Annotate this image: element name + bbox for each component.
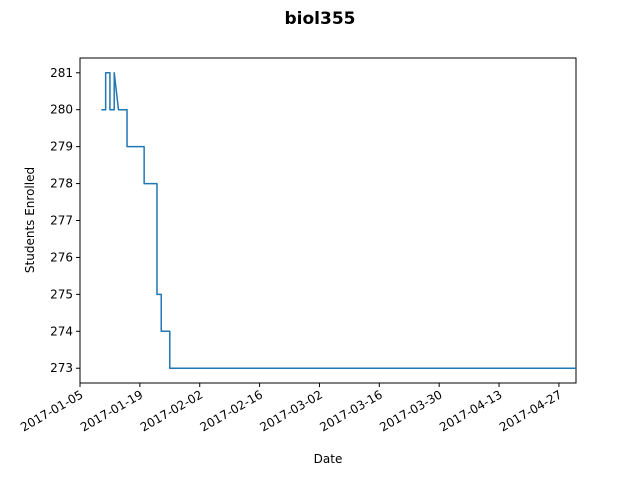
x-tick-label: 2017-02-02 — [138, 387, 205, 434]
y-axis-label: Students Enrolled — [23, 167, 37, 273]
y-tick-label: 276 — [50, 250, 73, 264]
x-tick-label: 2017-03-30 — [377, 387, 444, 434]
x-tick-label: 2017-01-19 — [78, 387, 145, 434]
x-tick-label: 2017-01-05 — [18, 387, 85, 434]
x-tick-label: 2017-04-27 — [497, 387, 564, 434]
y-tick-label: 273 — [50, 361, 73, 375]
x-tick-label: 2017-02-16 — [198, 387, 265, 434]
x-tick-label: 2017-03-02 — [258, 387, 325, 434]
x-axis-ticks: 2017-01-052017-01-192017-02-022017-02-16… — [18, 383, 564, 434]
y-axis-ticks: 273 274 275 276 277 278 279 280 281 — [50, 66, 80, 375]
chart-title: biol355 — [285, 9, 356, 29]
x-tick-label: 2017-03-16 — [317, 387, 384, 434]
y-tick-label: 275 — [50, 287, 73, 301]
y-tick-label: 277 — [50, 214, 73, 228]
y-tick-label: 280 — [50, 103, 73, 117]
y-tick-label: 278 — [50, 177, 73, 191]
x-axis-label: Date — [314, 452, 343, 466]
y-tick-label: 279 — [50, 140, 73, 154]
y-tick-label: 281 — [50, 66, 73, 80]
series-line — [101, 72, 576, 369]
x-tick-label: 2017-04-13 — [437, 387, 504, 434]
plot-area — [79, 57, 577, 384]
y-tick-label: 274 — [50, 324, 73, 338]
series-layer — [101, 72, 576, 369]
